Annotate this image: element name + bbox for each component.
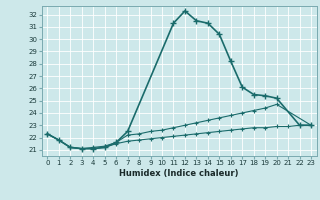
X-axis label: Humidex (Indice chaleur): Humidex (Indice chaleur): [119, 169, 239, 178]
